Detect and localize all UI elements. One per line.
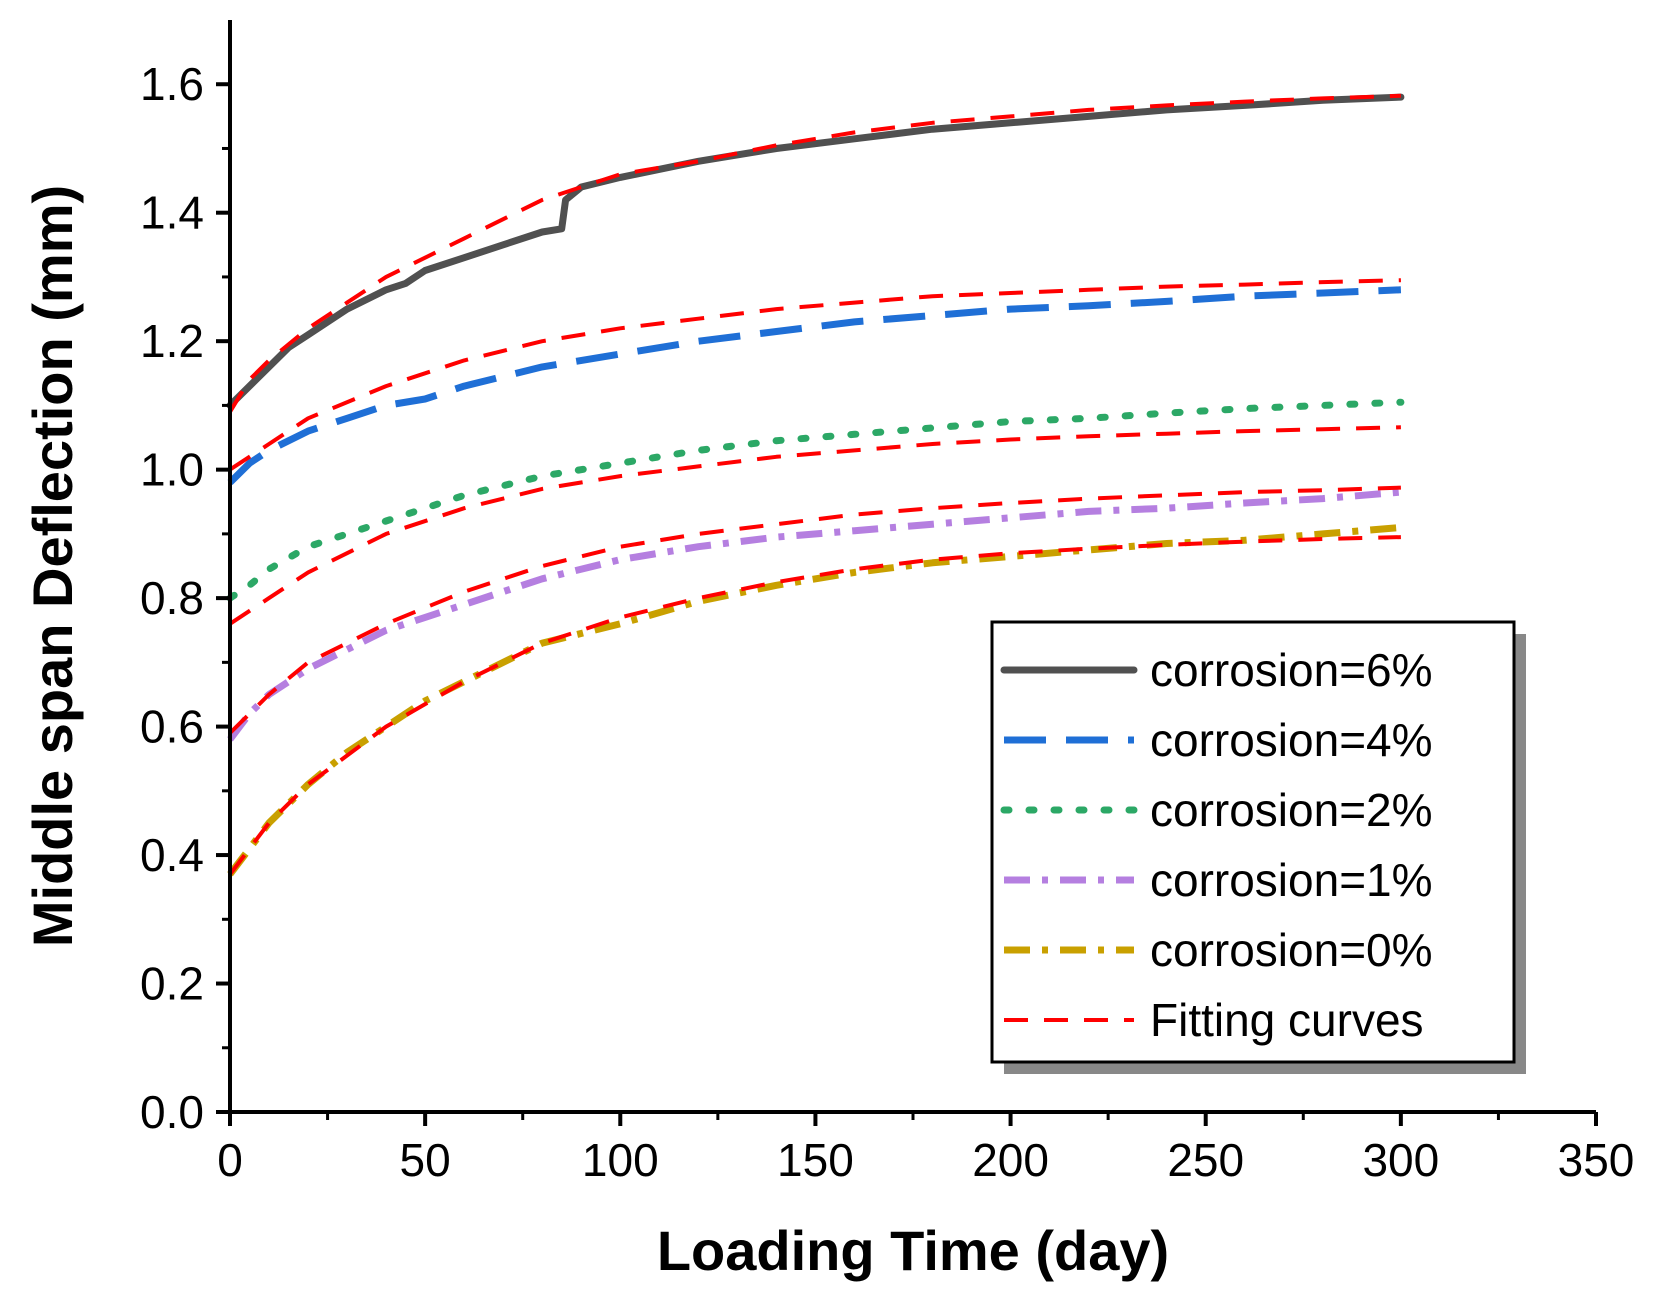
y-tick-label-8: 1.6: [140, 58, 204, 110]
fitting-curve-0: [228, 93, 1401, 413]
fitting-curve-1: [228, 278, 1401, 472]
x-axis-title: Loading Time (day): [657, 1219, 1169, 1282]
series-line-0: [226, 93, 1405, 409]
y-tick-label-5: 1.0: [140, 444, 204, 496]
x-tick-label-5: 250: [1167, 1134, 1244, 1186]
series-line-2: [226, 398, 1405, 602]
legend-label-4: corrosion=0%: [1150, 924, 1433, 976]
x-tick-label-2: 100: [582, 1134, 659, 1186]
legend-label-5: Fitting curves: [1150, 994, 1424, 1046]
legend-box: [990, 620, 1516, 1064]
legend: corrosion=6% corrosion=4% corrosion=2% corr…: [990, 620, 1526, 1074]
legend-label-0: corrosion=6%: [1150, 644, 1433, 696]
fitting-curve-2: [228, 425, 1401, 626]
legend-label-3: corrosion=1%: [1150, 854, 1433, 906]
fitting-curve-3: [228, 485, 1401, 735]
x-tick-label-3: 150: [777, 1134, 854, 1186]
y-tick-label-2: 0.4: [140, 829, 204, 881]
fitting-curve-4: [228, 535, 1401, 876]
axes-layer: 0 50 100 150 200 250 300 350 0.0 0.2 0.4 0.6 0.8 1.0 1…: [140, 20, 1634, 1186]
series-line-1: [227, 286, 1402, 485]
y-tick-label-7: 1.4: [140, 187, 204, 239]
legend-label-2: corrosion=2%: [1150, 784, 1433, 836]
x-tick-label-1: 50: [400, 1134, 451, 1186]
y-tick-label-1: 0.2: [140, 958, 204, 1010]
y-tick-label-3: 0.6: [140, 701, 204, 753]
x-tick-label-4: 200: [972, 1134, 1049, 1186]
y-axis-title: Middle span Deflection (mm): [21, 185, 84, 947]
x-tick-label-0: 0: [217, 1134, 243, 1186]
y-tick-label-4: 0.8: [140, 572, 204, 624]
x-tick-label-7: 350: [1558, 1134, 1635, 1186]
y-tick-label-6: 1.2: [140, 315, 204, 367]
y-tick-label-0: 0.0: [140, 1086, 204, 1138]
x-tick-label-6: 300: [1362, 1134, 1439, 1186]
legend-label-1: corrosion=4%: [1150, 714, 1433, 766]
series-line-3: [227, 488, 1402, 742]
series-layer: [226, 93, 1405, 877]
